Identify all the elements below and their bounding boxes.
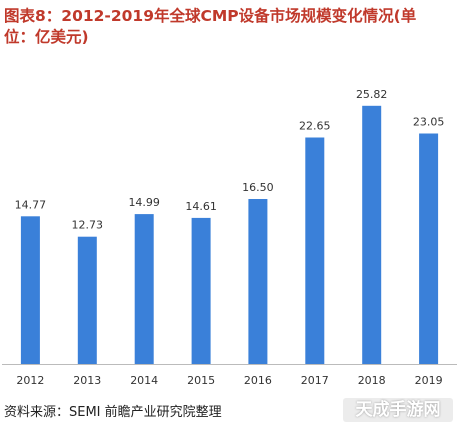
- bar-2015: [191, 217, 211, 364]
- x-tick-label-2012: 2012: [16, 374, 44, 387]
- data-label-2015: 14.61: [185, 200, 217, 213]
- x-tick-label-2015: 2015: [187, 374, 215, 387]
- bar-2012: [20, 216, 40, 364]
- bar-2017: [305, 137, 325, 364]
- data-label-2016: 16.50: [242, 181, 274, 194]
- x-tick-label-2018: 2018: [358, 374, 386, 387]
- bar-2016: [248, 199, 268, 364]
- bar-2019: [419, 133, 439, 364]
- data-label-2017: 22.65: [299, 120, 331, 133]
- data-label-2019: 23.05: [413, 116, 445, 129]
- chart-title: 图表8：2012-2019年全球CMP设备市场规模变化情况(单位：亿美元): [4, 7, 417, 46]
- bar-2018: [362, 105, 382, 365]
- source-note: 资料来源：SEMI 前瞻产业研究院整理: [4, 405, 222, 420]
- bar-2014: [134, 214, 154, 364]
- data-label-2014: 14.99: [128, 196, 160, 209]
- x-tick-label-2016: 2016: [244, 374, 272, 387]
- site-watermark: 天成手游网: [343, 398, 453, 422]
- x-tick-label-2013: 2013: [73, 374, 101, 387]
- x-tick-label-2019: 2019: [415, 374, 443, 387]
- data-label-2018: 25.82: [356, 88, 388, 101]
- x-tick-label-2014: 2014: [130, 374, 158, 387]
- bar-2013: [77, 236, 97, 364]
- x-tick-label-2017: 2017: [301, 374, 329, 387]
- data-label-2013: 12.73: [72, 219, 104, 232]
- data-label-2012: 14.77: [15, 198, 47, 211]
